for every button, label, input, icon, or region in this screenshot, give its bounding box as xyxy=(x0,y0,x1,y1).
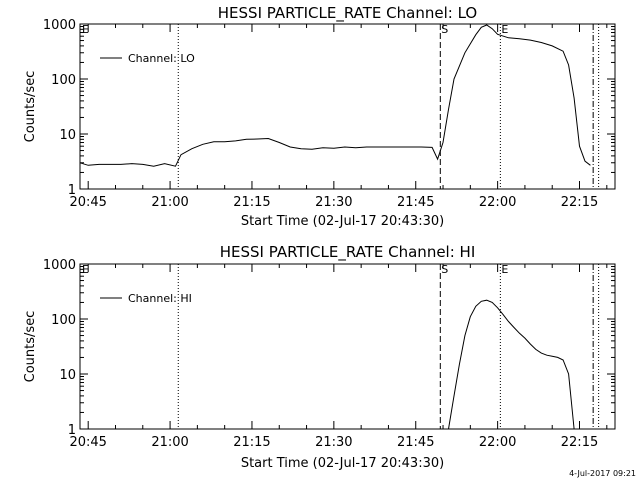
series-line xyxy=(79,24,591,167)
x-tick-label: 21:15 xyxy=(233,195,270,210)
x-tick-label: 21:30 xyxy=(315,435,352,450)
x-tick-label: 21:45 xyxy=(397,435,434,450)
x-tick-label: 21:45 xyxy=(397,195,434,210)
event-marker-label: E xyxy=(501,23,508,36)
x-tick-label: 20:45 xyxy=(69,195,106,210)
x-tick-label: 22:15 xyxy=(561,435,598,450)
series-line xyxy=(448,299,575,430)
x-tick-label: 20:45 xyxy=(69,435,106,450)
event-marker-label: S xyxy=(441,263,448,276)
x-tick-label: 21:30 xyxy=(315,195,352,210)
edge-marker-label: E xyxy=(82,23,89,36)
y-axis-label: Counts/sec xyxy=(23,311,38,383)
y-tick-label: 100 xyxy=(51,313,76,328)
x-tick-label: 22:15 xyxy=(561,195,598,210)
y-tick-label: 10 xyxy=(59,368,76,383)
x-axis-label: Start Time (02-Jul-17 20:43:30) xyxy=(241,214,444,229)
chart-panel-hi: HESSI PARTICLE_RATE Channel: HI Start Ti… xyxy=(23,243,616,471)
legend-label: Channel: LO xyxy=(128,52,195,65)
y-tick-label: 10 xyxy=(59,128,76,143)
legend-label: Channel: HI xyxy=(128,292,192,305)
y-tick-label: 100 xyxy=(51,73,76,88)
y-tick-label: 1000 xyxy=(43,258,76,273)
x-tick-label: 21:00 xyxy=(151,195,188,210)
timestamp-label: 4-Jul-2017 09:21 xyxy=(569,469,636,478)
x-tick-label: 22:00 xyxy=(479,195,516,210)
event-marker-label: S xyxy=(441,23,448,36)
plot-frame xyxy=(79,263,616,430)
chart-title: HESSI PARTICLE_RATE Channel: LO xyxy=(218,4,477,23)
x-tick-label: 21:00 xyxy=(151,435,188,450)
x-tick-label: 22:00 xyxy=(479,435,516,450)
y-axis-label: Counts/sec xyxy=(23,71,38,143)
x-tick-label: 21:15 xyxy=(233,435,270,450)
chart-title: HESSI PARTICLE_RATE Channel: HI xyxy=(220,243,476,262)
y-tick-label: 1 xyxy=(68,183,76,198)
chart-panel-lo: HESSI PARTICLE_RATE Channel: LO Start Ti… xyxy=(23,4,616,229)
plot-frame xyxy=(79,23,616,190)
y-tick-label: 1 xyxy=(68,423,76,438)
x-axis-label: Start Time (02-Jul-17 20:43:30) xyxy=(241,456,444,471)
edge-marker-label: E xyxy=(82,263,89,276)
event-marker-label: E xyxy=(501,263,508,276)
y-tick-label: 1000 xyxy=(43,18,76,33)
